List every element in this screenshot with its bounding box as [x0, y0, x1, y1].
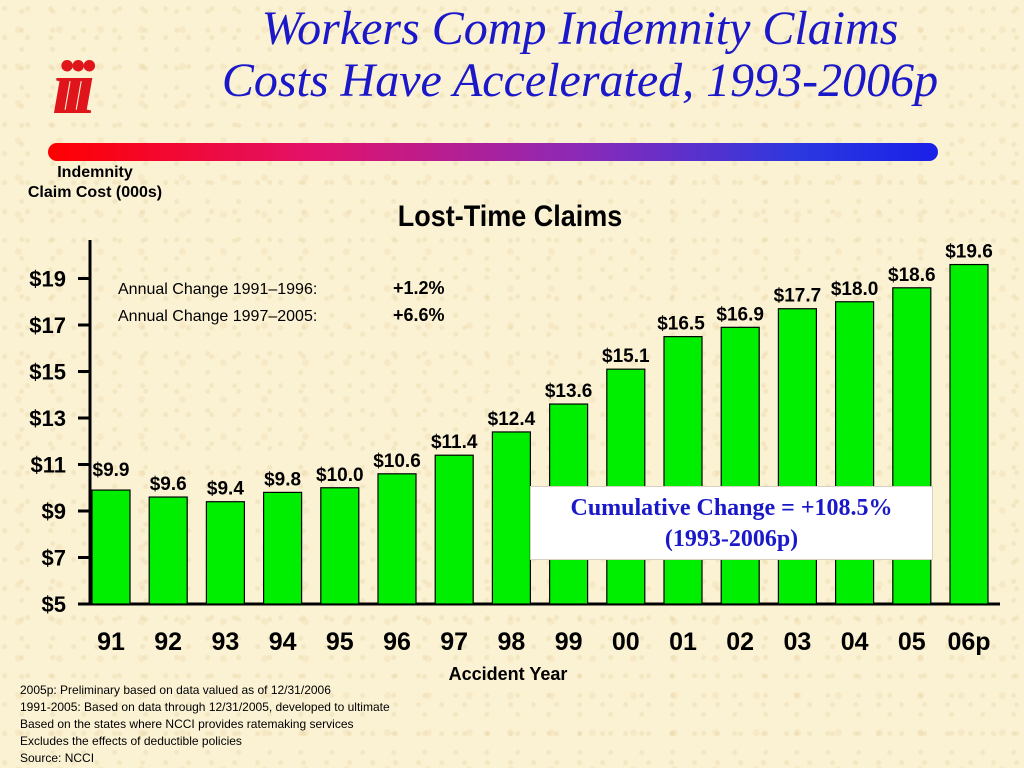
y-tick-label: $19	[29, 267, 66, 292]
bar	[263, 491, 303, 605]
x-tick-label: 98	[497, 628, 525, 656]
annual-change-2-label: Annual Change 1997–2005:	[118, 308, 318, 325]
bar-value-label: $16.5	[657, 314, 705, 335]
annual-change-2-value: +6.6%	[393, 305, 445, 325]
footnotes: 2005p: Preliminary based on data valued …	[20, 682, 390, 767]
y-axis-title-line-1: Indemnity	[57, 164, 133, 181]
title-divider	[48, 143, 938, 161]
cumulative-change-period: (1993-2006p)	[664, 526, 799, 552]
x-tick-label: 93	[211, 628, 239, 656]
bar	[91, 489, 131, 605]
chart-title: Lost-Time Claims	[397, 200, 623, 233]
x-tick-label: 06p	[947, 628, 990, 656]
bar-value-label: $10.6	[373, 451, 421, 472]
x-tick-label: 91	[97, 628, 125, 656]
annual-change-1997-2005: Annual Change 1997–2005: +6.6%	[118, 306, 445, 326]
x-axis-title: Accident Year	[448, 664, 568, 684]
annual-change-1-label: Annual Change 1991–1996:	[118, 281, 318, 298]
bar	[663, 336, 703, 605]
y-tick-label: $15	[29, 360, 66, 385]
bar	[949, 263, 989, 605]
x-tick-label: 02	[726, 628, 754, 656]
bar	[434, 454, 474, 605]
annual-change-1-value: +1.2%	[393, 278, 445, 298]
y-tick-label: $5	[42, 592, 66, 617]
cumulative-change-text: Cumulative Change = +108.5%	[570, 495, 893, 521]
bar-value-label: $9.6	[150, 474, 187, 495]
footnote: Based on the states where NCCI provides …	[20, 717, 354, 731]
bar	[377, 473, 417, 605]
bar-value-label: $13.6	[545, 381, 593, 402]
bar-value-label: $12.4	[488, 409, 536, 430]
bar	[320, 487, 360, 605]
y-tick-label: $13	[29, 406, 66, 431]
y-tick-label: $7	[42, 546, 66, 571]
cumulative-change-callout: Cumulative Change = +108.5% (1993-2006p)	[530, 486, 933, 560]
x-tick-label: 01	[669, 628, 697, 656]
y-tick-label: $9	[42, 499, 66, 524]
footnote: 1991-2005: Based on data through 12/31/2…	[20, 700, 390, 714]
x-tick-label: 04	[841, 628, 869, 656]
bar-value-label: $9.8	[264, 469, 301, 490]
x-tick-label: 97	[440, 628, 468, 656]
bar-value-label: $19.6	[945, 242, 993, 263]
x-tick-label: 96	[383, 628, 411, 656]
bar-value-label: $16.9	[716, 304, 764, 325]
slide-title-line-1: Workers Comp Indemnity Claims	[261, 2, 899, 55]
bar-value-label: $11.4	[431, 432, 478, 453]
bar	[720, 326, 760, 605]
bar-value-label: $9.4	[207, 479, 244, 500]
bar	[205, 501, 245, 605]
x-tick-label: 99	[555, 628, 583, 656]
x-tick-label: 95	[326, 628, 354, 656]
bar-value-label: $10.0	[316, 465, 364, 486]
x-tick-label: 05	[898, 628, 926, 656]
bar-value-label: $9.9	[93, 460, 130, 481]
footnote: Source: NCCI	[20, 751, 95, 765]
x-tick-label: 03	[783, 628, 811, 656]
footnote: 2005p: Preliminary based on data valued …	[20, 683, 331, 697]
y-tick-label: $17	[29, 313, 66, 338]
y-tick-label: $11	[31, 453, 67, 478]
slide-title-line-2: Costs Have Accelerated, 1993-2006p	[221, 54, 939, 107]
y-axis-title: Indemnity Claim Cost (000s)	[0, 163, 190, 203]
footnote: Excludes the effects of deductible polic…	[20, 734, 242, 748]
x-tick-label: 00	[612, 628, 640, 656]
x-tick-label: 92	[154, 628, 182, 656]
annual-change-1991-1996: Annual Change 1991–1996: +1.2%	[118, 279, 445, 299]
x-tick-label: 94	[269, 628, 297, 656]
bar	[491, 431, 531, 605]
y-axis-title-line-2: Claim Cost (000s)	[27, 184, 163, 201]
bar	[148, 496, 188, 605]
bar-value-label: $15.1	[602, 346, 650, 367]
bar-value-label: $18.6	[888, 265, 936, 286]
bar-value-label: $17.7	[774, 286, 822, 307]
bar-value-label: $18.0	[831, 279, 879, 300]
